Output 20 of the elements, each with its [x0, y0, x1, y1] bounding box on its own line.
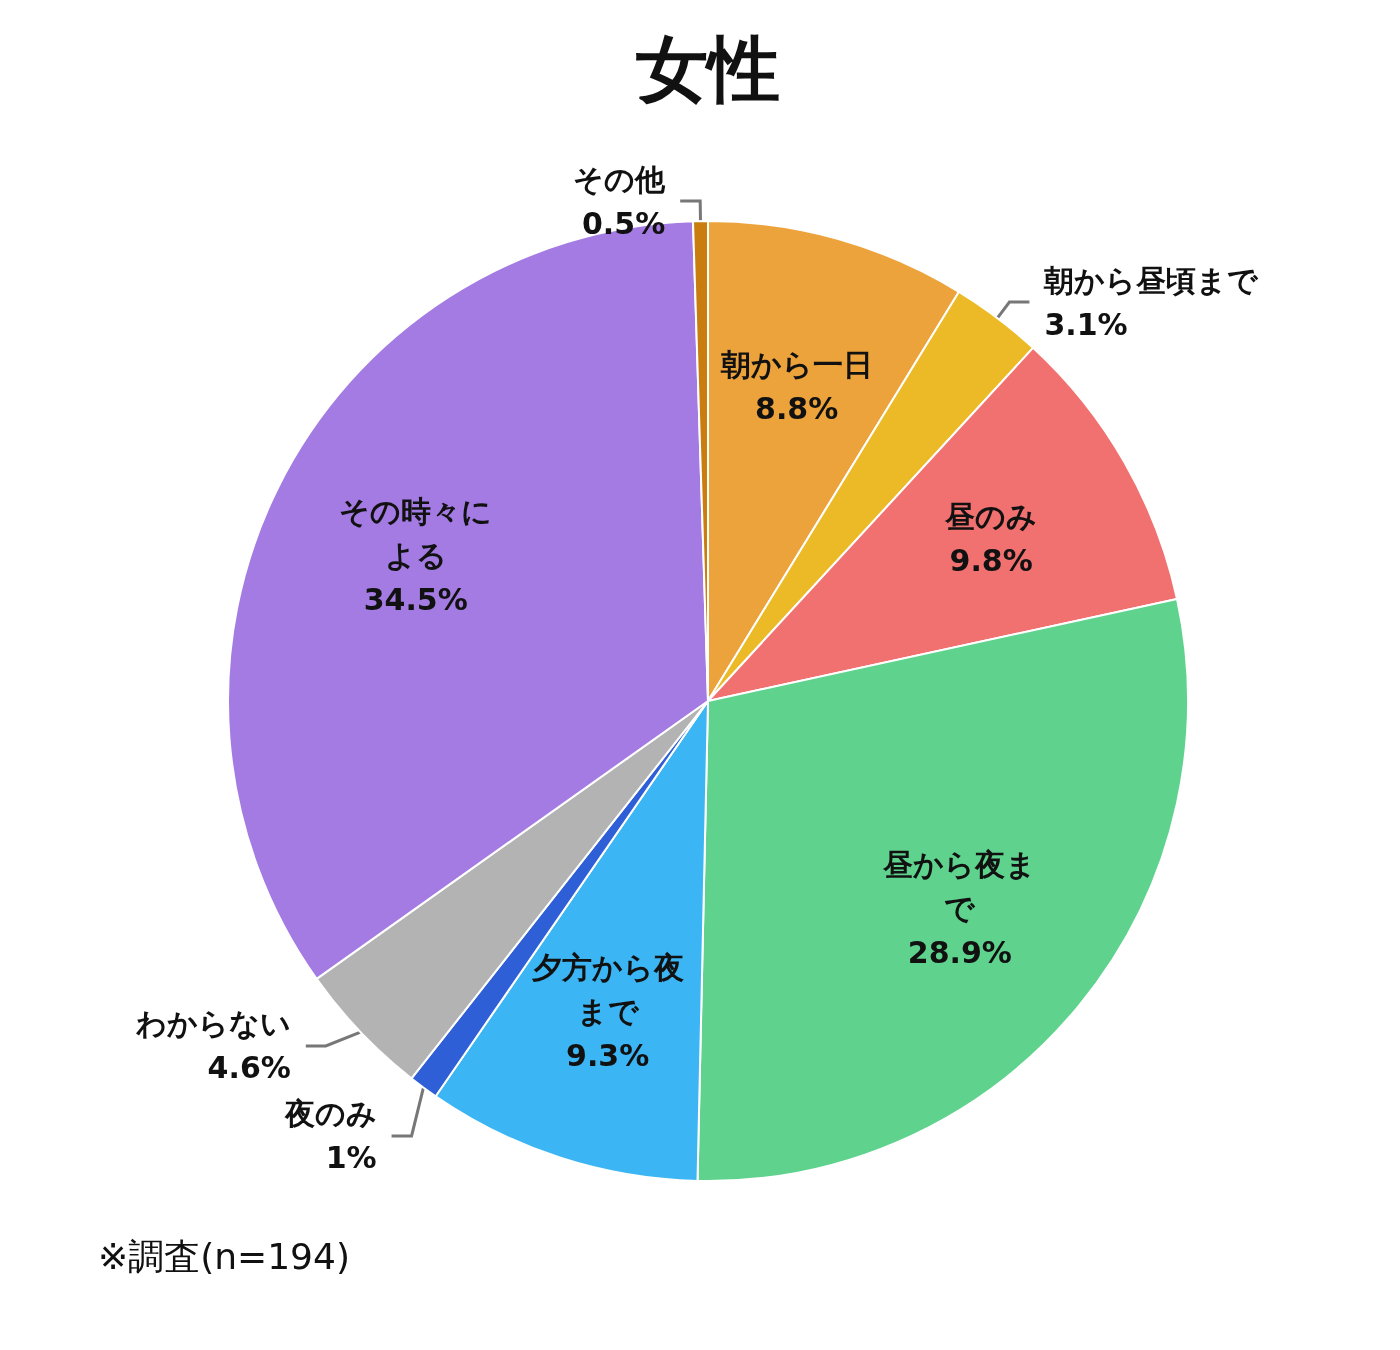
data-label: 3.1% — [1044, 306, 1128, 342]
chart-title: 女性 — [636, 27, 780, 111]
data-label: 9.8% — [949, 543, 1033, 579]
slice-label: わからない — [135, 1006, 291, 1042]
data-label: 8.8% — [755, 391, 839, 427]
data-label: 0.5% — [581, 205, 666, 241]
text: ※調査(n=194) — [98, 1235, 350, 1277]
slice-label: 昼から夜まで — [882, 847, 1037, 927]
slice-label: 昼のみ — [944, 499, 1038, 535]
slice-label: 夕方から夜まで — [530, 950, 684, 1030]
data-label: 1% — [325, 1140, 377, 1176]
slice-label: その時々による — [339, 494, 493, 574]
data-label: 9.3% — [566, 1038, 650, 1074]
slice-label: 朝から昼頃まで — [1043, 262, 1260, 298]
slice-label: その他 — [573, 161, 667, 197]
data-label: 4.6% — [207, 1050, 291, 1086]
slice-label: 夜のみ — [283, 1096, 377, 1132]
slice-label: 朝から一日 — [719, 347, 873, 383]
data-label: 28.9% — [907, 935, 1012, 971]
data-label: 34.5% — [363, 582, 468, 618]
